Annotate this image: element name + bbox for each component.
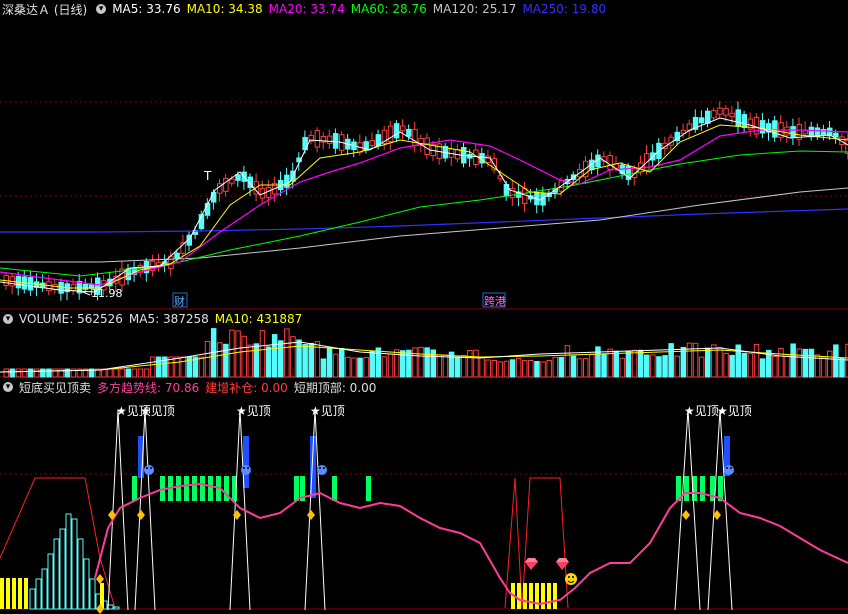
ma60-label: MA60: 28.76 [350, 2, 427, 16]
finance-marker[interactable]: 财 [174, 294, 185, 308]
trend-line-label: 多方趋势线: 70.86 [97, 380, 200, 395]
t-marker: T [203, 169, 212, 183]
diamond-icon [556, 558, 569, 570]
smiley-icon [565, 573, 577, 585]
cross-hk-marker-box[interactable] [482, 292, 506, 308]
ma5-label: MA5: 33.76 [112, 2, 181, 16]
cross-markers [96, 510, 721, 614]
diamond-icon [525, 558, 538, 570]
stock-title: 深桑达Ａ (日线) [2, 2, 88, 17]
top-signal-label: ★见顶 [717, 404, 752, 418]
ma10-label: MA10: 34.38 [186, 2, 263, 16]
ma5-line [0, 117, 848, 293]
low-pointer [77, 289, 91, 296]
volume-pane[interactable]: ▾ VOLUME: 562526 MA5: 387258 MA10: 43188… [0, 310, 848, 378]
volume-ma10-label: MA10: 431887 [214, 312, 303, 326]
sad-face-icon [724, 465, 734, 475]
ma20-line [0, 129, 848, 286]
ma250-label: MA250: 19.80 [522, 2, 607, 16]
sad-face-icon [144, 465, 154, 475]
volume-ma5-line [0, 341, 848, 373]
build-position-label: 建增补仓: 0.00 [205, 380, 288, 395]
ma10-line [0, 124, 848, 289]
cross-hk-marker[interactable]: 跨港 [484, 295, 506, 308]
indicator-chart[interactable]: ★见顶 ★见顶 ★见顶 ★见顶 ★见顶 ★见顶 [0, 378, 848, 614]
blue-bar [138, 436, 144, 478]
finance-marker-box[interactable] [172, 292, 188, 308]
volume-ma10-line [0, 345, 848, 373]
top-signal-label: ★见顶 [236, 404, 271, 418]
top-signal-label: ★见顶 [116, 404, 151, 418]
blue-bar [243, 436, 249, 488]
blue-bar [310, 436, 316, 498]
blue-bar [724, 436, 730, 476]
yellow-bars [0, 578, 557, 609]
sad-face-icon [241, 465, 251, 475]
volume-bars [3, 328, 848, 378]
indicator-name: 短底买见顶卖 [19, 380, 92, 395]
sad-face-icon [317, 465, 327, 475]
ma120-line [0, 187, 848, 263]
white-spike-lines [107, 409, 733, 611]
volume-label: VOLUME: 562526 [19, 312, 123, 326]
trend-line [94, 482, 848, 606]
red-signal-line-2 [504, 477, 569, 609]
red-signal-line [0, 477, 116, 609]
top-signal-label: ★见顶 [310, 404, 345, 418]
price-chart[interactable]: 11.98 T 财 跨港 [0, 0, 848, 310]
price-pane-header: 深桑达Ａ (日线) ▾ MA5: 33.76 MA10: 34.38 MA20:… [0, 0, 612, 18]
short-top-label: 短期顶部: 0.00 [293, 380, 377, 395]
settings-circle-icon[interactable]: ▾ [3, 314, 13, 324]
price-pane[interactable]: 深桑达Ａ (日线) ▾ MA5: 33.76 MA10: 34.38 MA20:… [0, 0, 848, 310]
settings-circle-icon[interactable]: ▾ [96, 4, 107, 14]
volume-pane-header: ▾ VOLUME: 562526 MA5: 387258 MA10: 43188… [0, 310, 308, 328]
indicator-pane[interactable]: ▾ 短底买见顶卖 多方趋势线: 70.86 建增补仓: 0.00 短期顶部: 0… [0, 378, 848, 614]
cyan-histogram [29, 513, 120, 610]
settings-circle-icon[interactable]: ▾ [3, 382, 13, 392]
ma120-label: MA120: 25.17 [432, 2, 517, 16]
candlesticks [3, 101, 848, 301]
low-price-label: 11.98 [91, 287, 123, 300]
ma20-label: MA20: 33.74 [268, 2, 345, 16]
indicator-pane-header: ▾ 短底买见顶卖 多方趋势线: 70.86 建增补仓: 0.00 短期顶部: 0… [0, 378, 382, 396]
ma250-line [0, 208, 848, 233]
top-signal-label: ★见顶 [140, 404, 175, 418]
top-signal-label: ★见顶 [684, 404, 719, 418]
volume-chart[interactable] [0, 310, 848, 378]
volume-ma5-label: MA5: 387258 [128, 312, 209, 326]
